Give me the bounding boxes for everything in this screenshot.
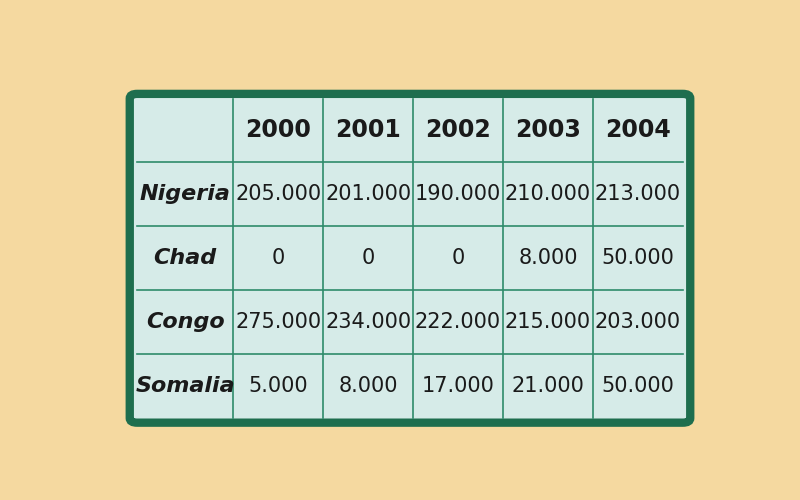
Text: 2004: 2004 (605, 118, 670, 142)
Text: Nigeria: Nigeria (140, 184, 230, 204)
Text: 0: 0 (451, 248, 465, 268)
Text: 190.000: 190.000 (415, 184, 501, 204)
Text: 234.000: 234.000 (325, 312, 411, 332)
Text: 8.000: 8.000 (338, 376, 398, 396)
Text: 50.000: 50.000 (602, 376, 674, 396)
Text: 2000: 2000 (246, 118, 311, 142)
Text: 275.000: 275.000 (235, 312, 322, 332)
Text: 2003: 2003 (515, 118, 581, 142)
Text: 215.000: 215.000 (505, 312, 591, 332)
Text: 201.000: 201.000 (325, 184, 411, 204)
Text: 17.000: 17.000 (422, 376, 494, 396)
Text: 2001: 2001 (335, 118, 401, 142)
Text: Congo: Congo (146, 312, 225, 332)
Text: 213.000: 213.000 (594, 184, 681, 204)
Text: 5.000: 5.000 (249, 376, 308, 396)
Text: 203.000: 203.000 (594, 312, 681, 332)
FancyBboxPatch shape (130, 94, 690, 422)
Text: 50.000: 50.000 (602, 248, 674, 268)
Text: 210.000: 210.000 (505, 184, 591, 204)
Text: 0: 0 (272, 248, 285, 268)
Text: 205.000: 205.000 (235, 184, 322, 204)
Text: 21.000: 21.000 (511, 376, 584, 396)
Text: Chad: Chad (154, 248, 217, 268)
Text: 2002: 2002 (425, 118, 491, 142)
Text: 222.000: 222.000 (415, 312, 501, 332)
Text: Somalia: Somalia (135, 376, 235, 396)
Text: 0: 0 (362, 248, 374, 268)
Text: 8.000: 8.000 (518, 248, 578, 268)
